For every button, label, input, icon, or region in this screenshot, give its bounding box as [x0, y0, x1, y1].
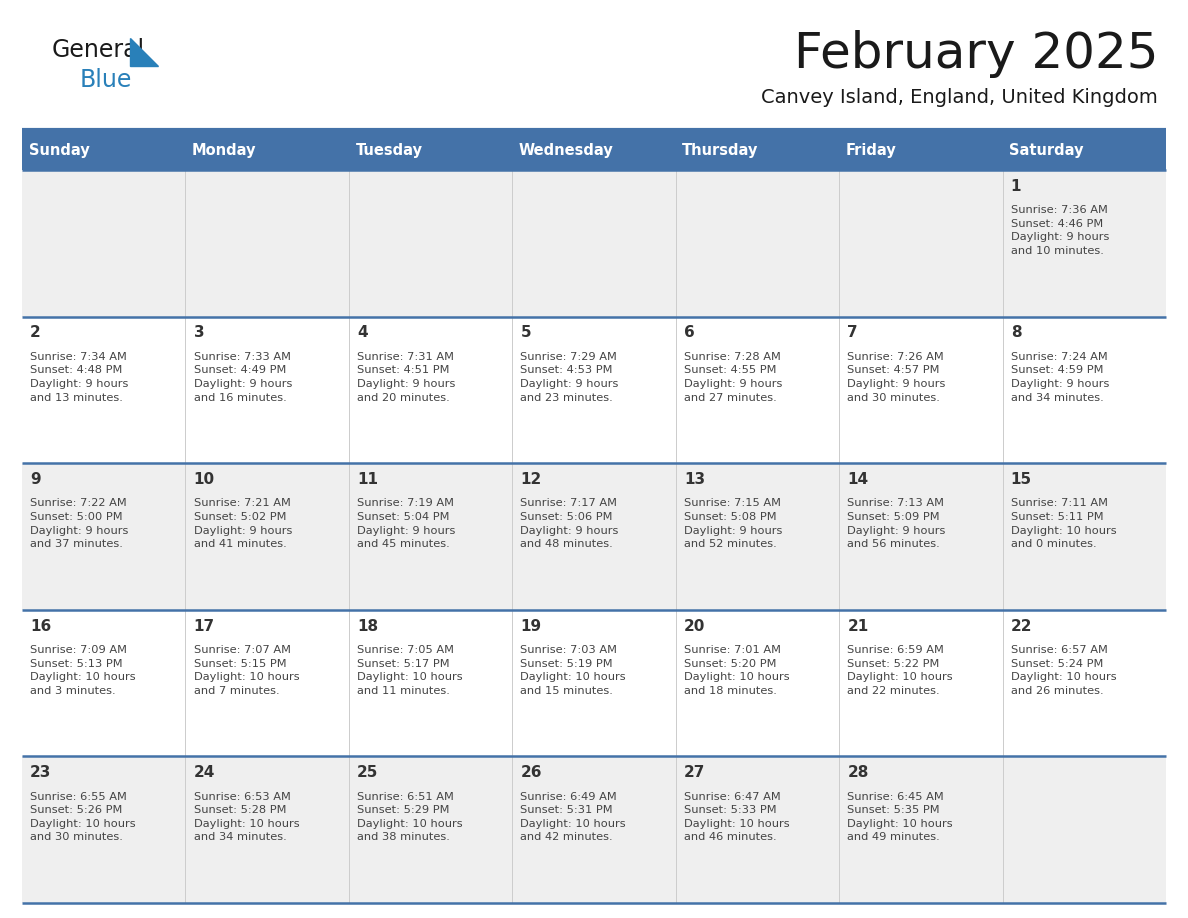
- Text: Sunrise: 7:22 AM
Sunset: 5:00 PM
Daylight: 9 hours
and 37 minutes.: Sunrise: 7:22 AM Sunset: 5:00 PM Dayligh…: [30, 498, 128, 549]
- Text: Friday: Friday: [846, 142, 897, 158]
- Bar: [23, 610, 1165, 756]
- Text: 1: 1: [1011, 179, 1022, 194]
- Text: 12: 12: [520, 472, 542, 487]
- Text: 25: 25: [358, 766, 379, 780]
- Text: Thursday: Thursday: [682, 142, 759, 158]
- Text: Sunrise: 7:11 AM
Sunset: 5:11 PM
Daylight: 10 hours
and 0 minutes.: Sunrise: 7:11 AM Sunset: 5:11 PM Dayligh…: [1011, 498, 1117, 549]
- Text: 27: 27: [684, 766, 706, 780]
- Bar: [23, 130, 1165, 170]
- Text: Sunrise: 6:51 AM
Sunset: 5:29 PM
Daylight: 10 hours
and 38 minutes.: Sunrise: 6:51 AM Sunset: 5:29 PM Dayligh…: [358, 791, 462, 843]
- Text: Monday: Monday: [192, 142, 257, 158]
- Text: Sunrise: 7:28 AM
Sunset: 4:55 PM
Daylight: 9 hours
and 27 minutes.: Sunrise: 7:28 AM Sunset: 4:55 PM Dayligh…: [684, 352, 782, 403]
- Text: Sunrise: 7:36 AM
Sunset: 4:46 PM
Daylight: 9 hours
and 10 minutes.: Sunrise: 7:36 AM Sunset: 4:46 PM Dayligh…: [1011, 206, 1110, 256]
- Text: Sunrise: 7:17 AM
Sunset: 5:06 PM
Daylight: 9 hours
and 48 minutes.: Sunrise: 7:17 AM Sunset: 5:06 PM Dayligh…: [520, 498, 619, 549]
- Text: 6: 6: [684, 325, 695, 341]
- Text: 21: 21: [847, 619, 868, 633]
- Text: 8: 8: [1011, 325, 1022, 341]
- Text: 9: 9: [30, 472, 40, 487]
- Text: Sunrise: 7:09 AM
Sunset: 5:13 PM
Daylight: 10 hours
and 3 minutes.: Sunrise: 7:09 AM Sunset: 5:13 PM Dayligh…: [30, 645, 135, 696]
- Text: General: General: [52, 38, 145, 62]
- Text: Sunrise: 7:29 AM
Sunset: 4:53 PM
Daylight: 9 hours
and 23 minutes.: Sunrise: 7:29 AM Sunset: 4:53 PM Dayligh…: [520, 352, 619, 403]
- Text: Sunrise: 7:24 AM
Sunset: 4:59 PM
Daylight: 9 hours
and 34 minutes.: Sunrise: 7:24 AM Sunset: 4:59 PM Dayligh…: [1011, 352, 1110, 403]
- Text: February 2025: February 2025: [794, 30, 1158, 78]
- Text: Sunrise: 7:05 AM
Sunset: 5:17 PM
Daylight: 10 hours
and 11 minutes.: Sunrise: 7:05 AM Sunset: 5:17 PM Dayligh…: [358, 645, 462, 696]
- Text: 17: 17: [194, 619, 215, 633]
- Text: Tuesday: Tuesday: [355, 142, 423, 158]
- Text: 26: 26: [520, 766, 542, 780]
- Text: 19: 19: [520, 619, 542, 633]
- Text: Sunrise: 7:19 AM
Sunset: 5:04 PM
Daylight: 9 hours
and 45 minutes.: Sunrise: 7:19 AM Sunset: 5:04 PM Dayligh…: [358, 498, 455, 549]
- Bar: [23, 756, 1165, 903]
- Text: 24: 24: [194, 766, 215, 780]
- Text: 7: 7: [847, 325, 858, 341]
- Text: Sunrise: 6:53 AM
Sunset: 5:28 PM
Daylight: 10 hours
and 34 minutes.: Sunrise: 6:53 AM Sunset: 5:28 PM Dayligh…: [194, 791, 299, 843]
- Text: Sunrise: 7:26 AM
Sunset: 4:57 PM
Daylight: 9 hours
and 30 minutes.: Sunrise: 7:26 AM Sunset: 4:57 PM Dayligh…: [847, 352, 946, 403]
- Text: 13: 13: [684, 472, 704, 487]
- Text: Sunrise: 7:31 AM
Sunset: 4:51 PM
Daylight: 9 hours
and 20 minutes.: Sunrise: 7:31 AM Sunset: 4:51 PM Dayligh…: [358, 352, 455, 403]
- Text: Sunrise: 6:45 AM
Sunset: 5:35 PM
Daylight: 10 hours
and 49 minutes.: Sunrise: 6:45 AM Sunset: 5:35 PM Dayligh…: [847, 791, 953, 843]
- Text: Sunrise: 6:55 AM
Sunset: 5:26 PM
Daylight: 10 hours
and 30 minutes.: Sunrise: 6:55 AM Sunset: 5:26 PM Dayligh…: [30, 791, 135, 843]
- Polygon shape: [129, 38, 158, 66]
- Text: Sunrise: 6:49 AM
Sunset: 5:31 PM
Daylight: 10 hours
and 42 minutes.: Sunrise: 6:49 AM Sunset: 5:31 PM Dayligh…: [520, 791, 626, 843]
- Text: Sunrise: 6:57 AM
Sunset: 5:24 PM
Daylight: 10 hours
and 26 minutes.: Sunrise: 6:57 AM Sunset: 5:24 PM Dayligh…: [1011, 645, 1117, 696]
- Text: Sunrise: 6:47 AM
Sunset: 5:33 PM
Daylight: 10 hours
and 46 minutes.: Sunrise: 6:47 AM Sunset: 5:33 PM Dayligh…: [684, 791, 790, 843]
- Text: Saturday: Saturday: [1009, 142, 1083, 158]
- Text: 11: 11: [358, 472, 378, 487]
- Text: Sunrise: 7:15 AM
Sunset: 5:08 PM
Daylight: 9 hours
and 52 minutes.: Sunrise: 7:15 AM Sunset: 5:08 PM Dayligh…: [684, 498, 782, 549]
- Text: Sunrise: 7:07 AM
Sunset: 5:15 PM
Daylight: 10 hours
and 7 minutes.: Sunrise: 7:07 AM Sunset: 5:15 PM Dayligh…: [194, 645, 299, 696]
- Text: Blue: Blue: [80, 68, 132, 92]
- Text: 28: 28: [847, 766, 868, 780]
- Text: 18: 18: [358, 619, 378, 633]
- Text: 20: 20: [684, 619, 706, 633]
- Text: 23: 23: [30, 766, 51, 780]
- Bar: [23, 170, 1165, 317]
- Text: Sunrise: 7:34 AM
Sunset: 4:48 PM
Daylight: 9 hours
and 13 minutes.: Sunrise: 7:34 AM Sunset: 4:48 PM Dayligh…: [30, 352, 128, 403]
- Text: Canvey Island, England, United Kingdom: Canvey Island, England, United Kingdom: [762, 88, 1158, 107]
- Text: 22: 22: [1011, 619, 1032, 633]
- Text: Sunrise: 7:03 AM
Sunset: 5:19 PM
Daylight: 10 hours
and 15 minutes.: Sunrise: 7:03 AM Sunset: 5:19 PM Dayligh…: [520, 645, 626, 696]
- Text: 15: 15: [1011, 472, 1032, 487]
- Text: 3: 3: [194, 325, 204, 341]
- Text: Sunday: Sunday: [29, 142, 89, 158]
- Text: 16: 16: [30, 619, 51, 633]
- Text: 4: 4: [358, 325, 367, 341]
- Text: 5: 5: [520, 325, 531, 341]
- Text: 14: 14: [847, 472, 868, 487]
- Text: Sunrise: 6:59 AM
Sunset: 5:22 PM
Daylight: 10 hours
and 22 minutes.: Sunrise: 6:59 AM Sunset: 5:22 PM Dayligh…: [847, 645, 953, 696]
- Text: 2: 2: [30, 325, 40, 341]
- Bar: [23, 464, 1165, 610]
- Text: Sunrise: 7:13 AM
Sunset: 5:09 PM
Daylight: 9 hours
and 56 minutes.: Sunrise: 7:13 AM Sunset: 5:09 PM Dayligh…: [847, 498, 946, 549]
- Text: Wednesday: Wednesday: [519, 142, 613, 158]
- Text: Sunrise: 7:01 AM
Sunset: 5:20 PM
Daylight: 10 hours
and 18 minutes.: Sunrise: 7:01 AM Sunset: 5:20 PM Dayligh…: [684, 645, 790, 696]
- Text: Sunrise: 7:33 AM
Sunset: 4:49 PM
Daylight: 9 hours
and 16 minutes.: Sunrise: 7:33 AM Sunset: 4:49 PM Dayligh…: [194, 352, 292, 403]
- Text: Sunrise: 7:21 AM
Sunset: 5:02 PM
Daylight: 9 hours
and 41 minutes.: Sunrise: 7:21 AM Sunset: 5:02 PM Dayligh…: [194, 498, 292, 549]
- Bar: [23, 317, 1165, 464]
- Text: 10: 10: [194, 472, 215, 487]
